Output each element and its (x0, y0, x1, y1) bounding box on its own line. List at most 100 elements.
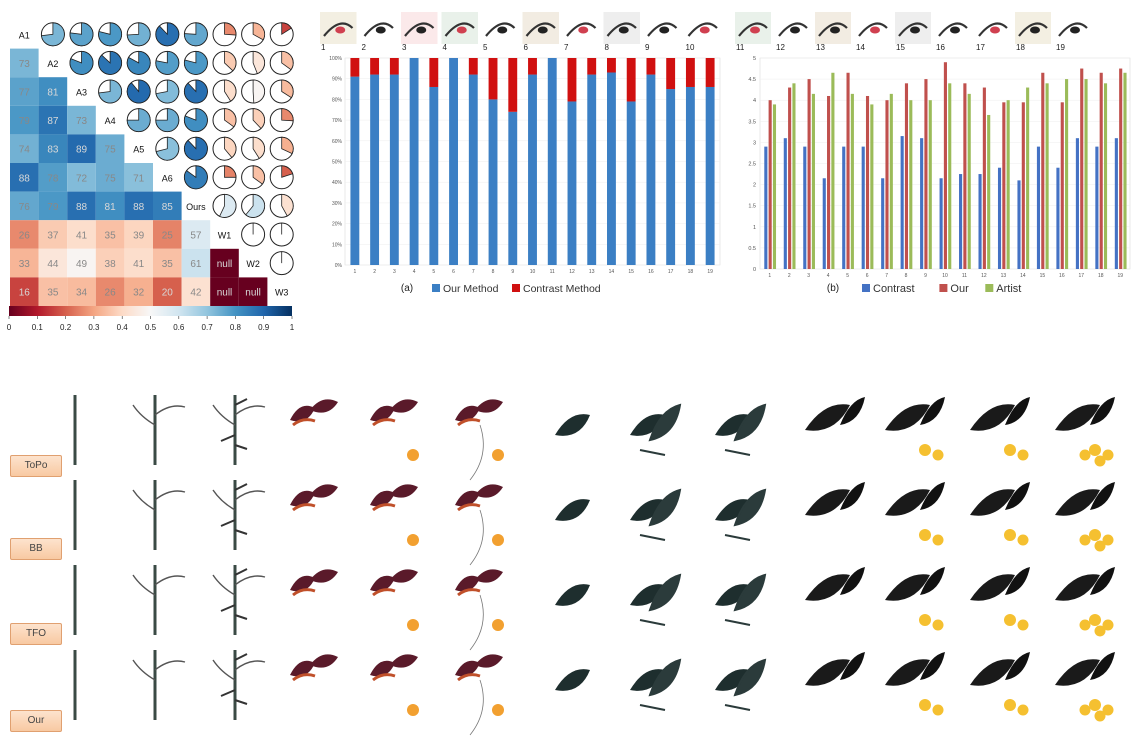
pie-slice (69, 50, 94, 75)
x-tick-label: 15 (628, 269, 634, 275)
bar-segment (567, 58, 577, 102)
x-tick-label: 16 (648, 269, 654, 275)
artwork-stroke (818, 22, 848, 37)
heatmap-cell (10, 48, 39, 78)
red-leaf (370, 399, 418, 422)
artwork-number: 14 (856, 43, 865, 52)
artwork-stroke (525, 22, 556, 37)
stroke-frame (455, 484, 504, 566)
heatmap-cell (38, 277, 68, 306)
artwork-number: 19 (1056, 43, 1065, 52)
black-leaf (840, 397, 865, 425)
bamboo-branch (132, 574, 186, 596)
x-tick-label: 4 (827, 273, 830, 279)
grouped-bar-chart: 11 12 13 14 15 16 17 18 19 00.511.522.533.544.55… (735, 12, 1131, 295)
artwork-number: 8 (605, 43, 610, 52)
stroke-frame (370, 569, 419, 631)
dark-leaf (630, 584, 665, 606)
bamboo-branch (132, 489, 186, 511)
heatmap-cell-value: 87 (47, 116, 59, 127)
stroke-frame (970, 482, 1030, 546)
heatmap-cell (67, 105, 96, 135)
bar-segment (587, 58, 597, 75)
pie-slice (98, 79, 122, 104)
row-label-tfo: TFO (10, 623, 62, 645)
artwork-blot (537, 26, 548, 34)
yellow-fruit (1079, 619, 1091, 631)
stroke-frame (1055, 652, 1115, 722)
heatmap-cell-value: 73 (19, 59, 31, 70)
heatmap-cell-value: 25 (162, 231, 174, 242)
pie-slice (224, 22, 237, 36)
stroke-frame (970, 567, 1030, 631)
yellow-fruit (1089, 444, 1101, 456)
bar (1036, 146, 1041, 269)
dark-leaf (639, 658, 682, 711)
heatmap-cell-value: 49 (76, 259, 88, 270)
bar (987, 114, 991, 269)
stroke-frame (132, 395, 186, 465)
artwork-blot (497, 26, 508, 34)
bar-segment (488, 58, 498, 100)
row-label-topo: ToPo (10, 455, 62, 477)
x-tick-label: 12 (569, 269, 575, 275)
stroke-frame (715, 573, 767, 626)
stroke-frame (805, 482, 865, 516)
bar (783, 138, 787, 269)
heatmap-cell-value: 35 (47, 288, 59, 299)
heatmap-cell-value: 35 (162, 259, 174, 270)
artwork-number: 11 (736, 43, 745, 52)
artwork-blot (416, 26, 427, 34)
heatmap-cell-value: 26 (105, 288, 117, 299)
y-tick-label: 0.5 (748, 246, 756, 252)
artwork-number: 1 (321, 43, 326, 52)
yellow-fruit (932, 704, 944, 716)
red-leaf-edge (457, 588, 481, 597)
bar (768, 100, 772, 269)
pie-slice (224, 79, 237, 102)
black-leaf (805, 574, 850, 601)
bar (846, 72, 850, 269)
red-leaf-edge (292, 588, 316, 597)
heatmap-cell (67, 134, 96, 163)
bar (861, 146, 865, 269)
red-leaf (290, 569, 338, 592)
dark-leaf (715, 669, 750, 691)
heatmap-cell-value: 34 (76, 288, 88, 299)
heatmap-cell-value: 33 (19, 259, 31, 270)
heatmap-cell-value: 35 (105, 231, 117, 242)
yellow-fruit (1094, 455, 1106, 467)
bar (792, 83, 796, 269)
heatmap-cell-value: 72 (76, 173, 88, 184)
stroke-frame (370, 399, 419, 461)
y-tick-label: 10% (332, 242, 343, 248)
artwork-blot (910, 26, 920, 34)
stroke-frame (970, 397, 1030, 461)
stroke-frame (212, 650, 266, 720)
black-leaf (840, 652, 865, 680)
pie-slice (184, 165, 208, 190)
artwork-number: 5 (483, 43, 488, 52)
flower-bud (407, 534, 419, 546)
yellow-fruit (1017, 619, 1029, 631)
heatmap-cell-value: 77 (19, 88, 31, 99)
heatmap-cell (181, 248, 211, 278)
y-tick-label: 40% (332, 180, 343, 186)
heatmap-cell-value: 89 (76, 145, 88, 156)
stroke-frame (370, 654, 419, 716)
black-leaf (1005, 482, 1030, 510)
bamboo-branch (212, 489, 266, 511)
stroke-frame (1055, 567, 1115, 637)
artwork-stroke (485, 22, 516, 37)
bar (1002, 102, 1006, 269)
pie-slice (126, 22, 151, 47)
artwork-blot (578, 26, 589, 34)
red-leaf-edge (457, 418, 481, 427)
bar (1084, 79, 1088, 269)
stroke-frame (805, 652, 865, 686)
y-tick-label: 50% (332, 160, 343, 166)
x-tick-label: 4 (413, 269, 416, 275)
heatmap-cell (38, 77, 68, 106)
comparison-grid: ToPo BB TFO Our (0, 380, 1139, 756)
bar (1099, 72, 1103, 269)
